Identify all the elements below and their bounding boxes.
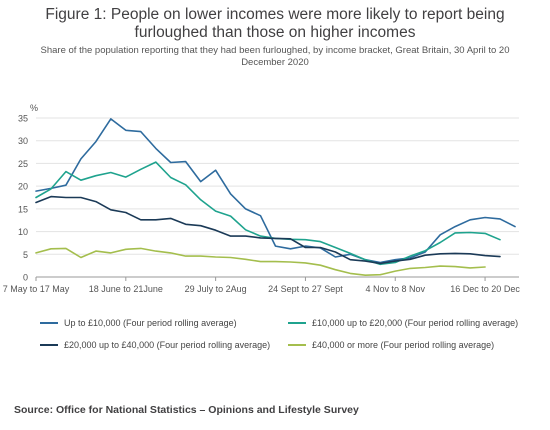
chart-title: Figure 1: People on lower incomes were m… xyxy=(0,6,550,42)
series-line-3 xyxy=(35,195,501,265)
chart-subtitle: Share of the population reporting that t… xyxy=(20,45,530,69)
legend-item-series-3: £20,000 up to £40,000 (Four period rolli… xyxy=(40,340,270,350)
y-tick-label: 35 xyxy=(18,114,28,124)
legend-swatch-series-2 xyxy=(288,322,306,324)
y-tick-label: 5 xyxy=(23,250,28,260)
y-tick-label: 15 xyxy=(18,204,28,214)
y-tick-label: 20 xyxy=(18,182,28,192)
legend-label-series-3: £20,000 up to £40,000 (Four period rolli… xyxy=(64,340,271,350)
legend-label-series-4: £40,000 or more (Four period rolling ave… xyxy=(312,340,495,350)
series-line-1 xyxy=(35,118,516,264)
legend-label-series-2: £10,000 up to £20,000 (Four period rolli… xyxy=(312,318,519,328)
legend-item-series-1: Up to £10,000 (Four period rolling avera… xyxy=(40,318,237,328)
legend-item-series-2: £10,000 up to £20,000 (Four period rolli… xyxy=(288,318,518,328)
series-line-4 xyxy=(35,247,486,277)
source-note: Source: Office for National Statistics –… xyxy=(14,404,359,416)
x-tick-label: 16 Dec to 20 Dec xyxy=(450,284,520,294)
legend-label-series-1: Up to £10,000 (Four period rolling avera… xyxy=(64,318,237,328)
chart-subtitle-line-1: Share of the population reporting that t… xyxy=(40,45,510,56)
x-tick-label: 18 June to 21June xyxy=(89,284,163,294)
series-line-2 xyxy=(35,161,501,266)
legend-swatch-series-3 xyxy=(40,344,58,346)
y-tick-label: 10 xyxy=(18,227,28,237)
legend-swatch-series-4 xyxy=(288,344,306,346)
legend-swatch-series-1 xyxy=(40,322,58,324)
y-tick-label: 25 xyxy=(18,159,28,169)
y-axis-label: % xyxy=(30,103,38,113)
chart-title-line-1: Figure 1: People on lower incomes were m… xyxy=(45,6,505,23)
x-tick-label: 24 Sept to 27 Sept xyxy=(268,284,343,294)
x-tick-label: 7 May to 17 May xyxy=(3,284,70,294)
chart-title-line-2: furloughed than those on higher incomes xyxy=(134,24,416,41)
x-tick-label: 29 July to 2Aug xyxy=(185,284,247,294)
legend-item-series-4: £40,000 or more (Four period rolling ave… xyxy=(288,340,494,350)
line-chart: 0 5 10 15 20 25 30 35% 7 May to 17 May 18 June to… xyxy=(3,103,521,294)
chart-subtitle-line-2: December 2020 xyxy=(241,57,309,68)
x-tick-label: 4 Nov to 8 Nov xyxy=(365,284,425,294)
y-tick-label: 0 xyxy=(23,273,28,283)
y-tick-label: 30 xyxy=(18,136,28,146)
